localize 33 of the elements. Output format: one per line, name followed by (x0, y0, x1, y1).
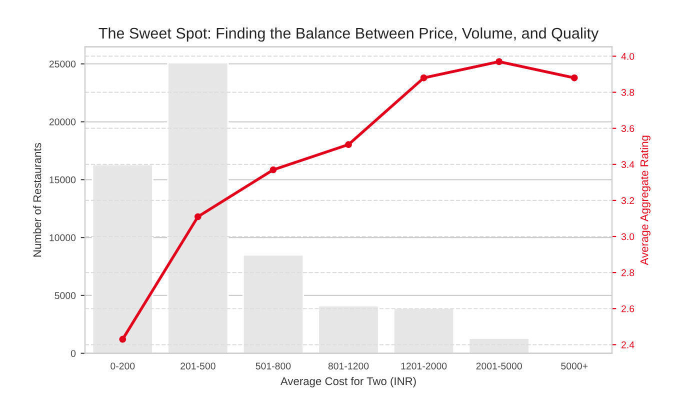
x-tick-label: 201-500 (180, 362, 216, 370)
x-tick-label: 2001-5000 (476, 362, 522, 370)
y2-tick-label: 3.0 (621, 233, 634, 240)
y2-tick-label: 3.6 (621, 125, 634, 132)
x-tick-label: 0-200 (110, 362, 135, 370)
point (496, 58, 503, 66)
y2-tick-label: 4.0 (621, 52, 634, 60)
y-tick-label: 0 (70, 350, 76, 357)
x-tick-label: 501-800 (256, 362, 291, 370)
y2-axis-title: Average Aggregate Rating (640, 136, 650, 266)
y-tick-label: 10000 (50, 234, 76, 242)
point (270, 166, 277, 174)
point (570, 74, 578, 82)
y2-tick-label: 3.8 (621, 89, 634, 96)
y2-tick-label: 2.8 (622, 269, 634, 276)
x-tick-label: 5000+ (561, 362, 588, 370)
y-tick-label: 15000 (50, 176, 76, 184)
y2-tick-label: 3.2 (621, 197, 634, 204)
point (345, 141, 352, 148)
x-tick-label: 801-1200 (328, 362, 369, 370)
y2-tick-label: 2.4 (622, 341, 634, 348)
y-tick-label: 20000 (49, 118, 76, 126)
y-tick-label: 25000 (49, 60, 76, 68)
y2-tick-label: 3.4 (621, 161, 634, 168)
point (119, 336, 126, 343)
point (194, 213, 202, 220)
y-axis-title: Number of Restaurants (33, 143, 42, 257)
x-tick-label: 1201-2000 (401, 362, 447, 370)
y-tick-label: 5000 (54, 292, 76, 300)
x-axis-title: Average Cost for Two (INR) (280, 376, 416, 388)
y2-tick-label: 2.6 (622, 305, 634, 312)
point (420, 74, 428, 82)
chart-title: The Sweet Spot: Finding the Balance Between Price, Volume, and Quality (98, 27, 599, 42)
